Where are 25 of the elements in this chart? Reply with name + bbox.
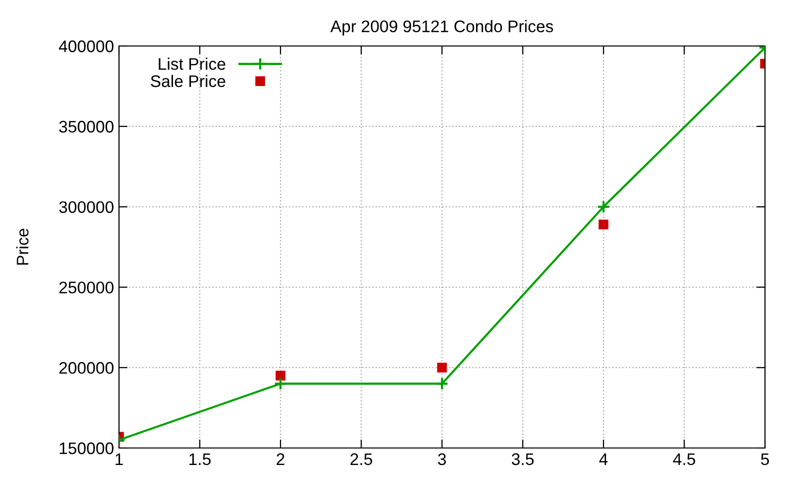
- y-tick-label: 250000: [59, 282, 114, 294]
- x-tick-label: 2.5: [350, 453, 372, 466]
- point: [274, 377, 288, 390]
- legend-label: List Price: [158, 58, 226, 70]
- x-tick-label: 4: [599, 453, 608, 465]
- x-tick-label: 2: [276, 453, 284, 465]
- y-axis-title: Price: [16, 228, 28, 265]
- x-tick-label: 4.5: [673, 453, 696, 466]
- y-tick-label: 200000: [59, 362, 114, 374]
- y-tick-label: 150000: [60, 442, 114, 454]
- point: [598, 220, 608, 230]
- x-tick-label: 3.5: [512, 453, 534, 466]
- point: [435, 377, 449, 390]
- y-tick-label: 400000: [58, 40, 114, 52]
- legend-label: Sale Price: [150, 74, 226, 88]
- x-tick-label: 1.5: [189, 453, 211, 466]
- x-tick-label: 5: [761, 453, 769, 466]
- x-tick-label: 3: [438, 453, 446, 466]
- point: [596, 200, 610, 214]
- point: [276, 370, 286, 380]
- y-tick-label: 300000: [59, 201, 114, 214]
- chart-title: Apr 2009 95121 Condo Prices: [330, 20, 554, 36]
- x-tick-label: 1: [116, 453, 123, 465]
- y-tick-label: 350000: [59, 120, 114, 133]
- point: [437, 362, 447, 372]
